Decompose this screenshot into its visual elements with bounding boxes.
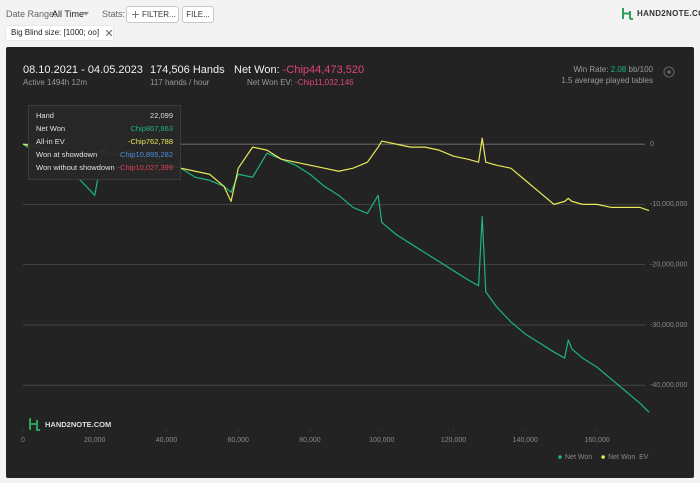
filter-chip[interactable]: Big Blind size: [1000; oo]	[6, 26, 113, 40]
tooltip-value: Chip10,895,282	[120, 150, 173, 159]
summary-net-won: Net Won: -Chip44,473,520	[234, 64, 364, 76]
win-rate: Win Rate: 2.08 bb/100	[573, 65, 653, 74]
tooltip-value: 22,099	[150, 111, 173, 120]
x-tick-label: 140,000	[513, 437, 538, 444]
stats-label: Stats:	[102, 9, 126, 19]
tooltip-row: Won without showdown -Chip10,027,399	[36, 163, 173, 175]
x-tick-label: 60,000	[228, 437, 250, 444]
settings-icon[interactable]	[663, 66, 675, 78]
logo-icon	[622, 8, 633, 20]
dropdown-caret[interactable]	[83, 12, 89, 16]
summary-net-won-ev: Net Won EV: -Chip11,032,146	[247, 78, 354, 87]
filter-button-text: FILTER...	[142, 10, 176, 19]
legend-label: Net Won	[565, 454, 592, 461]
x-tick-label: 100,000	[369, 437, 394, 444]
net-won-ev-value: -Chip11,032,146	[295, 78, 354, 87]
tooltip-row: Net Won Chip867,863	[36, 124, 173, 136]
tooltip-label: All-in EV	[36, 137, 65, 146]
x-tick-label: 80,000	[299, 437, 321, 444]
tooltip: Hand 22,099 Net Won Chip867,863 All-in EV -Ch…	[28, 105, 181, 180]
file-button[interactable]: FILE...	[182, 6, 214, 23]
logo-text[interactable]: HAND2NOTE.COM	[637, 9, 700, 18]
x-tick-label: 40,000	[156, 437, 178, 444]
tooltip-row: Won at showdown Chip10,895,282	[36, 150, 173, 162]
x-tick-label: 0	[21, 437, 25, 444]
x-tick-label: 20,000	[84, 437, 106, 444]
win-rate-unit: bb/100	[628, 65, 653, 74]
tables-info: 1.5 average played tables	[561, 76, 653, 85]
date-range-label: Date Range:	[6, 9, 57, 19]
x-tick-label: 120,000	[441, 437, 466, 444]
y-tick-label: -40,000,000	[650, 382, 687, 389]
legend-marker	[558, 455, 562, 459]
tooltip-row: Hand 22,099	[36, 111, 173, 123]
net-won-value: -Chip44,473,520	[282, 64, 365, 76]
y-tick-label: 0	[650, 141, 654, 148]
tooltip-value: -Chip10,027,399	[117, 163, 173, 172]
tooltip-value: Chip867,863	[130, 124, 173, 133]
tooltip-label: Won without showdown	[36, 163, 115, 172]
watermark-icon	[29, 418, 40, 431]
win-rate-value: 2.08	[610, 65, 627, 74]
x-tick-label: 160,000	[584, 437, 609, 444]
summary-active: Active 1494h 12m	[23, 78, 88, 87]
filter-chip-text: Big Blind size: [1000; oo]	[11, 28, 100, 37]
chip-close-icon[interactable]	[106, 30, 112, 36]
settings-icon-dot	[667, 70, 671, 74]
win-rate-label: Win Rate:	[573, 65, 609, 74]
watermark-text: HAND2NOTE.COM	[45, 420, 111, 429]
plus-icon	[132, 11, 139, 18]
legend-label: Net Won EV	[608, 454, 649, 461]
summary-hands-rate: 117 hands / hour	[150, 78, 210, 87]
y-tick-label: -20,000,000	[650, 262, 687, 269]
tooltip-label: Hand	[36, 111, 54, 120]
summary-hands: 174,506 Hands	[150, 64, 225, 76]
net-won-label: Net Won:	[234, 64, 280, 76]
tooltip-label: Net Won	[36, 124, 66, 133]
legend-marker	[601, 455, 605, 459]
date-range-value[interactable]: All Time	[52, 9, 85, 19]
summary-date-range: 08.10.2021 - 04.05.2023	[23, 64, 143, 76]
filter-button[interactable]: FILTER...	[126, 6, 179, 23]
tooltip-label: Won at showdown	[36, 150, 98, 159]
net-won-ev-label: Net Won EV:	[247, 78, 293, 87]
y-tick-label: -30,000,000	[650, 322, 687, 329]
tooltip-value: -Chip762,788	[127, 137, 173, 146]
y-tick-label: -10,000,000	[650, 201, 687, 208]
tooltip-row: All-in EV -Chip762,788	[36, 137, 173, 149]
